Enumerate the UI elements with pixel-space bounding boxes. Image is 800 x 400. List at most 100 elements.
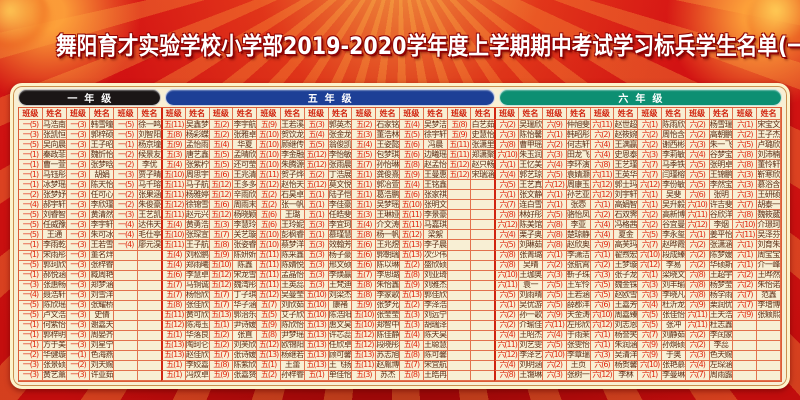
class-cell: 五(3) (304, 240, 329, 251)
class-cell (114, 290, 139, 301)
name-cell: 宋宜航 (423, 360, 448, 371)
name-cell: 陈梦媛 (709, 250, 734, 261)
name-cell: 王子航 (185, 240, 210, 251)
name-cell: 刘宇轩 (614, 190, 639, 201)
class-cell: 五(1) (304, 230, 329, 241)
name-cell: 徐一鸣 (138, 120, 162, 131)
class-cell: 五(1) (352, 190, 377, 201)
name-cell: 杨梦莹 (709, 280, 734, 291)
name-cell: 马铜诚 (185, 280, 210, 291)
name-cell: 刘芙欣 (233, 340, 258, 351)
class-cell: 六(4) (590, 150, 615, 161)
class-cell: 六(4) (494, 230, 520, 241)
class-cell (114, 350, 139, 361)
name-cell: 慕瑾慧 (328, 230, 353, 241)
name-cell: 彭枫睿 (280, 230, 305, 241)
col-header-class: 班级 (542, 108, 567, 120)
name-cell (471, 340, 496, 351)
name-cell: 还可莹 (233, 160, 258, 171)
class-cell: 五(12) (209, 180, 234, 191)
class-cell: 五(2) (400, 300, 424, 311)
name-cell: 薛郡洋 (566, 300, 591, 311)
class-cell: 一(3) (66, 310, 91, 321)
name-cell: 刘雅杰 (423, 280, 448, 291)
name-cell: 赵胤博 (376, 360, 400, 371)
name-cell: 张姿睿 (233, 240, 258, 251)
name-cell: 葛浩鹏 (376, 190, 400, 201)
class-cell: 六(3) (638, 290, 662, 301)
name-cell: 许芯蕊 (328, 330, 353, 341)
name-cell: 郭梓明 (42, 330, 67, 341)
name-cell: 王姿懿 (376, 140, 400, 151)
name-cell: 张佳欣 (185, 300, 210, 311)
name-cell: 李易 (661, 260, 686, 271)
name-cell: 吴优游 (519, 300, 543, 311)
class-cell: 六(9) (542, 120, 567, 131)
class-cell (733, 350, 758, 361)
name-cell: 郭珂欣 (42, 260, 67, 271)
name-cell: 贺饮龙 (280, 130, 305, 141)
class-cell: 五(4) (352, 220, 377, 231)
class-cell: 五(4) (400, 180, 424, 191)
col-header-name: 姓名 (709, 108, 734, 120)
name-cell: 介文涛 (376, 220, 400, 231)
name-cell: 杨贺馨 (614, 360, 639, 371)
name-cell: 李然宝 (709, 180, 734, 191)
class-cell: 六(1) (590, 330, 615, 341)
name-cell: 张树一 (566, 370, 591, 381)
name-cell: 李泽艺 (519, 350, 543, 361)
name-cell: 王兆煜 (376, 240, 400, 251)
class-cell: 六(9) (590, 240, 615, 251)
class-cell: 五(4) (160, 250, 186, 261)
name-cell: 陈紫欣 (233, 360, 258, 371)
class-cell: 五(5) (304, 140, 329, 151)
class-cell: 五(6) (160, 270, 186, 281)
class-cell: 六(7) (638, 240, 662, 251)
name-cell: 吴曼莹 (280, 290, 305, 301)
class-cell: 六(5) (542, 340, 567, 351)
name-cell: 次少伟 (423, 250, 448, 261)
class-cell: 六(4) (542, 160, 567, 171)
class-cell: 五(10) (160, 230, 186, 241)
class-cell: 五(10) (257, 230, 281, 241)
class-cell (447, 350, 472, 361)
class-cell: 五(7) (209, 350, 234, 361)
col-header-class: 班级 (257, 108, 281, 120)
name-cell: 吴晴 (519, 260, 543, 271)
name-cell: 王满赢 (614, 140, 639, 151)
name-cell: 张梦允 (376, 300, 400, 311)
name-cell: 孙艺亚 (566, 190, 591, 201)
name-cell: 王锦鹏 (709, 170, 734, 181)
class-cell: 一(3) (66, 190, 91, 201)
class-cell: 五(8) (400, 350, 424, 361)
name-cell (138, 370, 162, 381)
class-cell: 五(13) (304, 350, 329, 361)
class-cell: 五(11) (160, 310, 186, 321)
class-cell: 六(6) (685, 190, 710, 201)
class-cell (114, 270, 139, 281)
class-cell: 五(4) (160, 260, 186, 271)
class-cell: 五(12) (209, 190, 234, 201)
name-cell: 刘欣茹 (280, 300, 305, 311)
class-cell: 五(6) (352, 250, 377, 261)
class-cell (114, 260, 139, 271)
class-cell: 五(12) (257, 340, 281, 351)
name-cell: 郝宇轩 (42, 200, 67, 211)
class-cell: 一(3) (66, 140, 91, 151)
col-header-name: 姓名 (138, 108, 162, 120)
class-cell: 六(11) (685, 320, 710, 331)
name-cell: 何紫怡 (42, 320, 67, 331)
class-cell: 五(8) (352, 280, 377, 291)
name-cell: 胡瑞泽 (423, 320, 448, 331)
name-cell: 李闰家 (709, 330, 734, 341)
name-cell: 刘静茹 (661, 330, 686, 341)
name-cell: 史慧怡 (471, 130, 496, 141)
name-cell: 王忆美 (519, 160, 543, 171)
class-cell: 六(3) (638, 150, 662, 161)
class-cell: 六(8) (685, 290, 710, 301)
class-cell: 六(1) (638, 120, 662, 131)
class-cell (447, 220, 472, 231)
class-cell: 一(1) (19, 160, 43, 171)
col-header-class: 班级 (400, 108, 424, 120)
class-cell: 六(8) (542, 220, 567, 231)
